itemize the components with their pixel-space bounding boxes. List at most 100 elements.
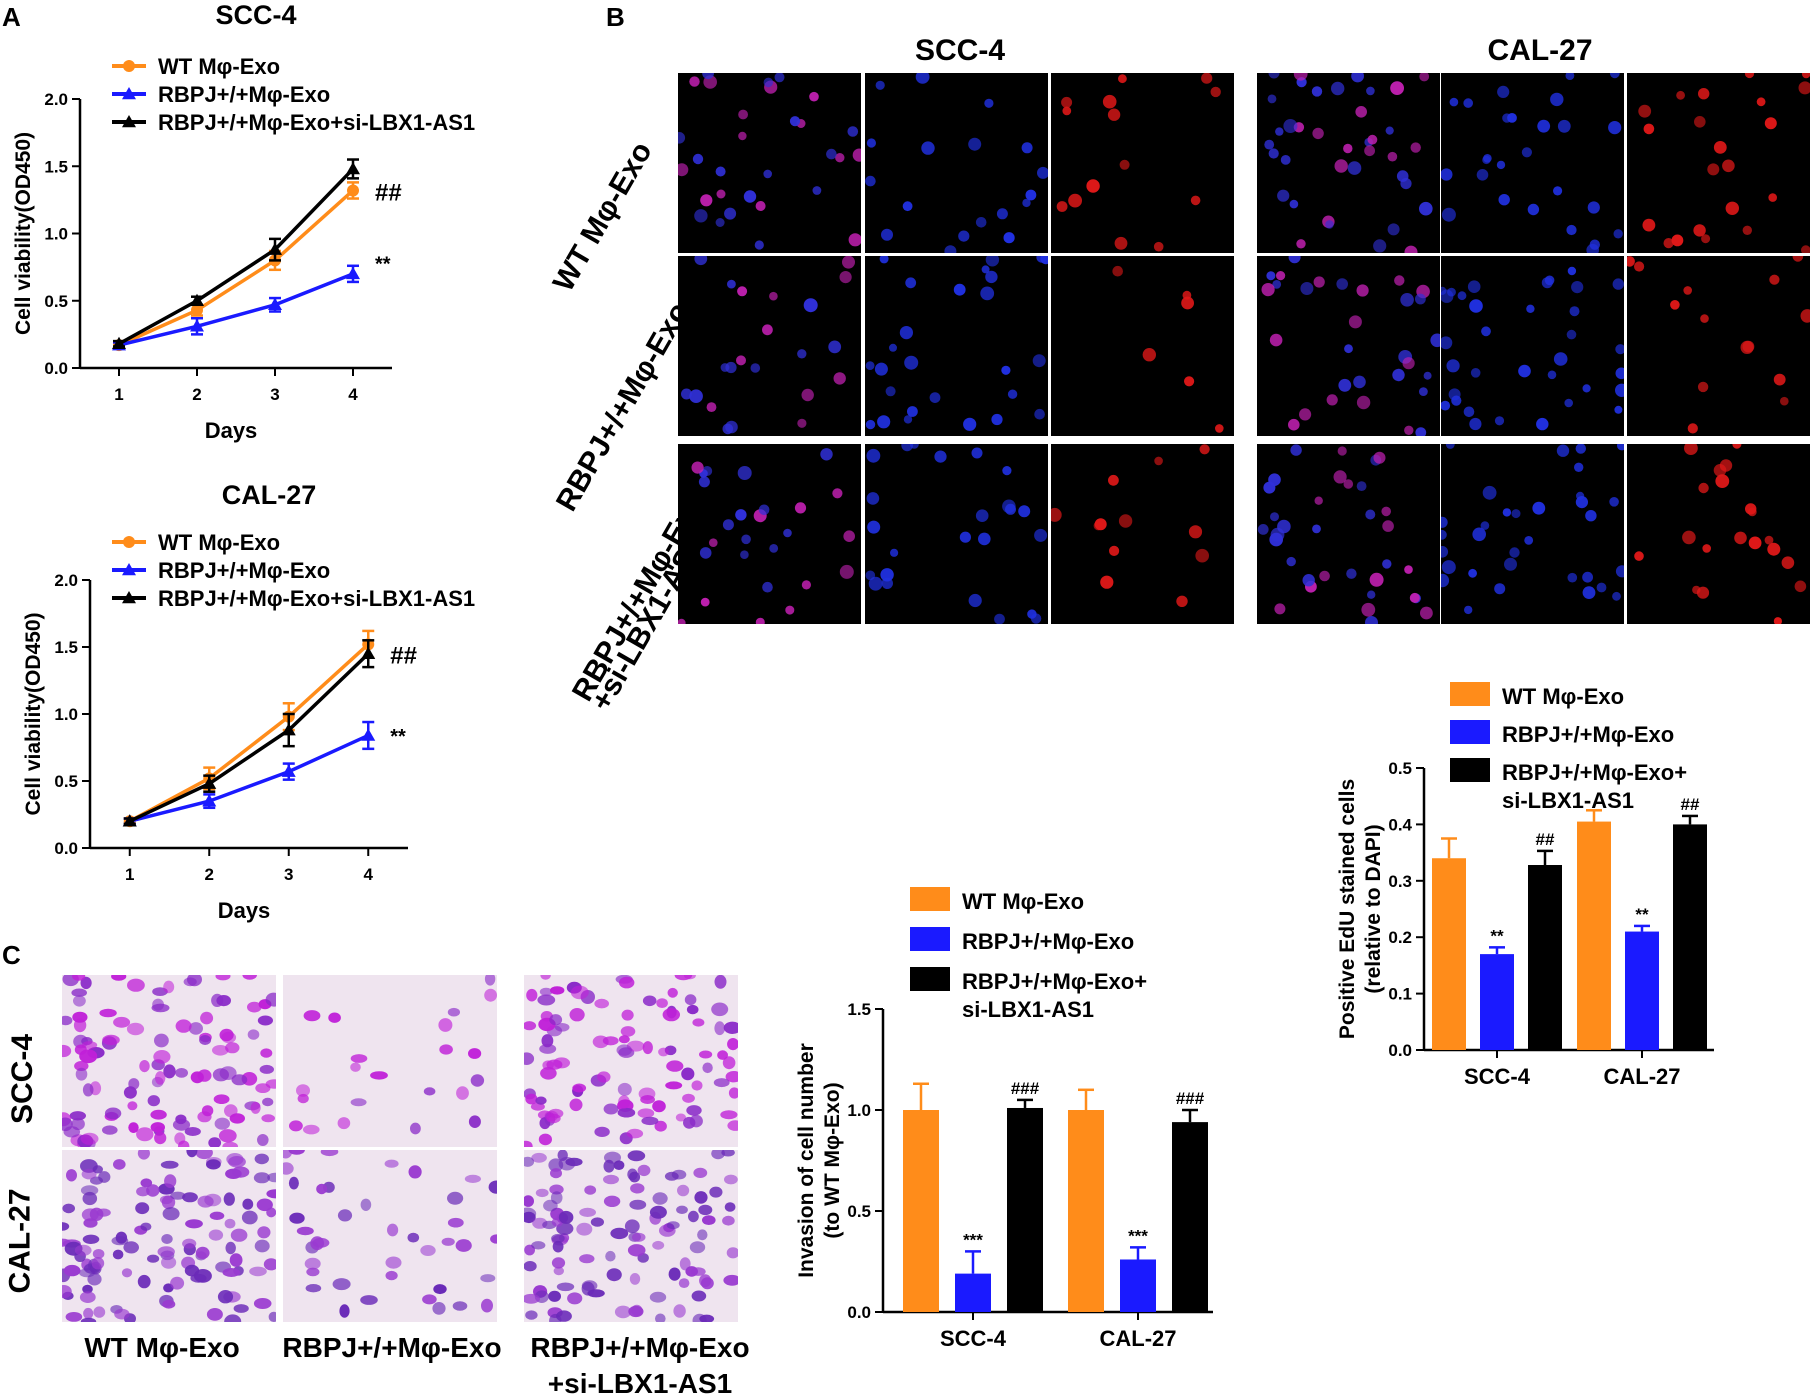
cell-nucleus (1364, 145, 1375, 157)
stained-cell (288, 1176, 299, 1190)
cell-nucleus (1671, 234, 1684, 247)
cell-nucleus (797, 418, 807, 428)
legend-label: RBPJ+/+Mφ-Exo+ (1502, 760, 1687, 785)
stained-cell (541, 1034, 554, 1048)
stained-cell (209, 1211, 225, 1220)
stained-cell (82, 1284, 93, 1294)
cell-nucleus (1670, 300, 1680, 310)
cell-nucleus (1119, 159, 1130, 170)
bar (903, 1110, 939, 1312)
cell-nucleus (907, 406, 918, 417)
cell-nucleus (1747, 507, 1757, 517)
cell-nucleus (1642, 218, 1656, 232)
cell-nucleus (1261, 283, 1275, 297)
stained-cell (147, 1095, 160, 1107)
cell-nucleus (1612, 591, 1621, 601)
cell-nucleus (1441, 516, 1448, 528)
stained-cell (652, 1240, 665, 1250)
stained-cell (717, 1050, 728, 1060)
stained-cell (576, 1222, 593, 1236)
stained-cell (217, 1290, 234, 1304)
micrograph-dapi (1441, 256, 1624, 436)
cell-nucleus (968, 593, 982, 608)
cell-nucleus (1056, 201, 1068, 212)
stained-cell (255, 1083, 271, 1093)
stained-cell (724, 1174, 738, 1185)
cell-nucleus (1356, 395, 1371, 410)
cell-nucleus (1694, 116, 1706, 128)
stained-cell (618, 1035, 630, 1044)
series-line (118, 167, 355, 346)
stained-cell (206, 1308, 223, 1321)
cell-nucleus (959, 531, 971, 543)
y-tick-label: 0.1 (1388, 985, 1412, 1004)
cell-nucleus (1574, 462, 1584, 472)
cell-nucleus (1482, 155, 1491, 165)
cell-nucleus (865, 361, 875, 370)
stained-cell (230, 1228, 248, 1242)
stained-cell (257, 1226, 271, 1239)
cell-nucleus (1215, 424, 1224, 433)
stained-cell (222, 1141, 238, 1147)
panel-letter-c: C (2, 940, 21, 970)
stained-cell (637, 1164, 651, 1177)
data-point (361, 646, 376, 659)
cell-nucleus (1582, 384, 1591, 393)
stained-cell (621, 1009, 634, 1021)
y-tick-label: 0.0 (44, 359, 68, 378)
stained-cell (387, 1223, 399, 1237)
stained-cell (253, 1172, 270, 1184)
stained-cell (553, 1266, 564, 1276)
stained-cell (62, 1015, 73, 1026)
stained-cell (407, 1232, 420, 1243)
stained-cell (247, 1029, 260, 1040)
series-line (129, 733, 369, 823)
stained-cell (550, 986, 565, 995)
y-tick-label: 0.5 (847, 1202, 871, 1221)
stained-cell (90, 1176, 103, 1185)
cell-nucleus (1564, 398, 1573, 408)
stained-cell (624, 1219, 640, 1234)
stained-cell (140, 1222, 152, 1231)
stained-cell (102, 1034, 120, 1046)
cell-nucleus (904, 355, 919, 370)
stained-cell (538, 1133, 552, 1146)
cell-nucleus (1448, 388, 1461, 401)
cell-nucleus (1582, 586, 1596, 599)
cell-nucleus (1086, 179, 1100, 193)
stained-cell (629, 1199, 647, 1210)
stained-cell (540, 975, 551, 980)
x-tick-label: 1 (125, 865, 134, 884)
legend-label: RBPJ+/+Mφ-Exo+si-LBX1-AS1 (158, 110, 475, 135)
stained-cell (254, 1239, 270, 1253)
stained-cell (686, 1004, 699, 1015)
stained-cell (656, 998, 668, 1008)
stained-cell (422, 1294, 437, 1305)
cell-nucleus (1553, 352, 1568, 366)
cell-nucleus (832, 488, 843, 499)
panel-b-row-label-wt: WT Mφ-Exo (546, 136, 659, 298)
cell-nucleus (890, 548, 899, 557)
legend-marker (122, 115, 136, 128)
cell-nucleus (1576, 491, 1585, 500)
micrograph-edu (1627, 256, 1810, 436)
stained-cell (720, 1110, 738, 1120)
stained-cell (711, 1150, 725, 1160)
stained-cell (384, 1159, 399, 1168)
bar (955, 1273, 991, 1312)
cell-nucleus (1373, 239, 1387, 253)
stained-cell (62, 1285, 72, 1299)
data-point (202, 794, 217, 807)
cell-nucleus (1007, 389, 1018, 399)
cell-nucleus (1068, 193, 1082, 208)
stained-cell (83, 1218, 98, 1228)
x-tick-label: CAL-27 (1603, 1064, 1680, 1089)
stained-cell (257, 1134, 269, 1146)
stained-cell (188, 1022, 203, 1035)
cell-nucleus (1698, 482, 1709, 494)
micrograph-dapi (865, 444, 1048, 624)
cell-nucleus (820, 448, 833, 461)
cell-nucleus (1353, 375, 1366, 389)
cell-nucleus (1003, 232, 1015, 244)
cell-nucleus (1268, 148, 1279, 159)
